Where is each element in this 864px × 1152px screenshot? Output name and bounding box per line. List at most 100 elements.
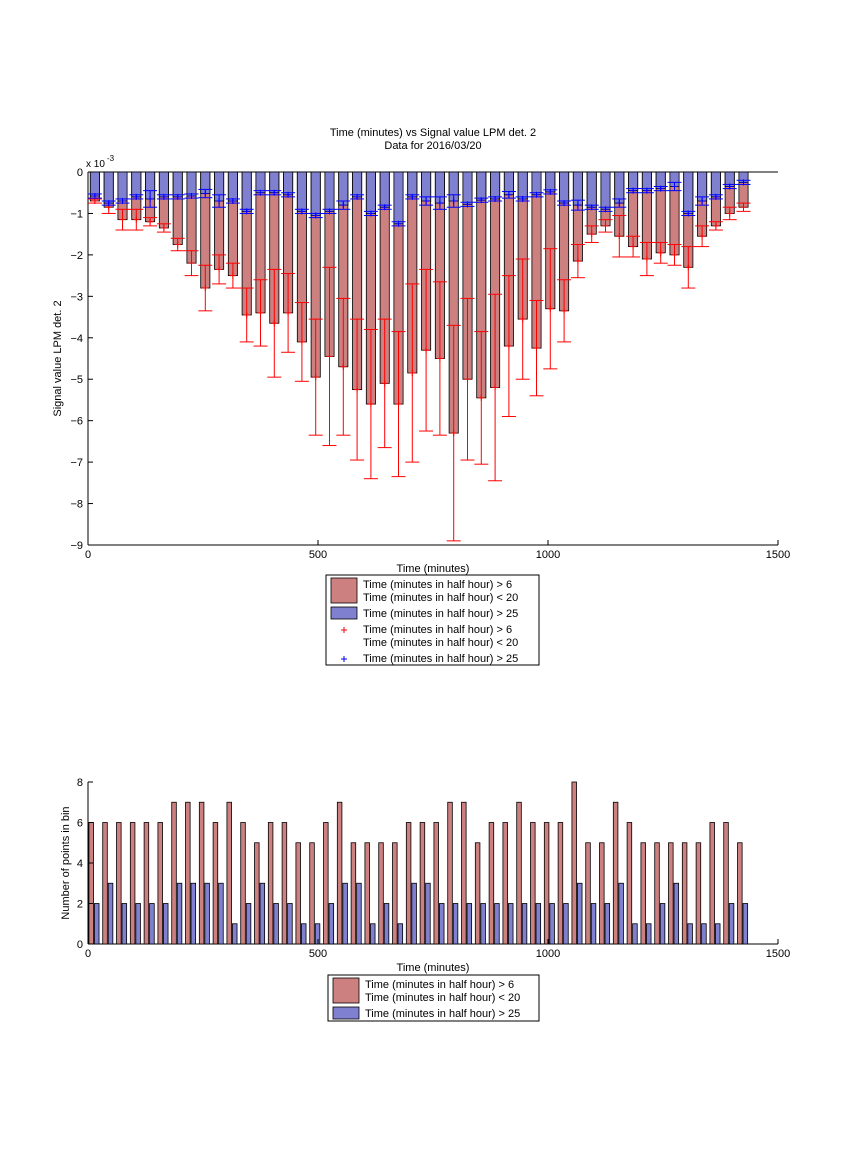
bar-series-b (397, 923, 404, 945)
x-tick-label: 500 (309, 948, 327, 960)
data-point-marker (450, 198, 457, 205)
legend-label: Time (minutes in half hour) > 6 (363, 579, 512, 591)
data-point-marker (202, 285, 209, 292)
bar-series-a (612, 801, 619, 945)
data-point-marker (643, 187, 650, 194)
bar-series-b (301, 923, 307, 945)
bar-series-a (323, 822, 329, 945)
bar-series-a (336, 801, 343, 945)
data-point-marker (147, 195, 154, 202)
y-multiplier: x 10 -3 (86, 154, 115, 170)
data-point-marker (160, 193, 167, 200)
bar-series-b (535, 903, 542, 945)
data-point-marker (505, 343, 512, 350)
bar-series-a (654, 842, 660, 945)
bar-series-b (425, 882, 431, 945)
bar-series-b (287, 903, 293, 945)
data-point-marker (464, 201, 471, 208)
data-point-marker (174, 193, 181, 200)
bar-series-b (365, 171, 376, 214)
legend-label: Time (minutes in half hour) > 6 (363, 624, 512, 636)
data-point-marker (561, 200, 568, 207)
data-point-marker (119, 216, 126, 223)
bar-series-b (204, 882, 210, 945)
data-point-marker (105, 200, 112, 207)
x-tick-label: 1500 (766, 948, 790, 960)
data-point-marker (409, 193, 416, 200)
bar-series-b (163, 903, 169, 945)
bar-series-a (474, 842, 481, 945)
data-point-marker (492, 384, 499, 391)
data-point-marker (588, 204, 595, 211)
bar-series-b (186, 171, 197, 197)
bar-series-b (259, 882, 266, 945)
y-tick-label: 0 (77, 167, 83, 179)
data-point-marker (91, 193, 98, 200)
bar-series-a (640, 842, 646, 945)
data-point-marker (602, 222, 609, 229)
data-point-marker (409, 370, 416, 377)
legend-label: Time (minutes in half hour) > 6 (365, 979, 514, 991)
data-point-marker (216, 198, 223, 205)
bar-series-b (273, 903, 279, 945)
x-tick-label: 500 (309, 549, 327, 561)
data-point-marker (298, 338, 305, 345)
bar-series-b (328, 903, 335, 945)
bar-series-b (227, 171, 238, 202)
bar-series-a (681, 842, 688, 945)
data-point-marker (147, 218, 154, 225)
legend-label: Time (minutes in half hour) > 25 (363, 608, 518, 620)
bar-series-b (245, 903, 252, 945)
bar-series-b (103, 171, 114, 204)
legend-box (325, 574, 540, 666)
bar-series-b (466, 903, 473, 945)
bar-series-b (632, 923, 638, 945)
bar-series-a (557, 822, 564, 945)
bar-series-b (494, 903, 500, 945)
data-point-marker (616, 200, 623, 207)
x-axis-label: Time (minutes) (397, 962, 470, 974)
bar-series-a (212, 822, 219, 945)
data-point-marker (188, 193, 195, 200)
data-point-marker (271, 189, 278, 196)
legend-label: Time (minutes in half hour) < 20 (363, 592, 518, 604)
bar-series-b (590, 903, 597, 945)
bar-series-a (668, 842, 674, 945)
bar-series-b (190, 882, 197, 945)
data-point-marker (229, 198, 236, 205)
bar-series-b (508, 903, 514, 945)
chart-subtitle: Data for 2016/03/20 (384, 140, 481, 152)
x-axis-label: Time (minutes) (397, 563, 470, 575)
data-point-marker (657, 185, 664, 192)
data-point-marker (505, 191, 512, 198)
bar-series-b (742, 903, 749, 945)
x-tick-label: 1000 (536, 948, 560, 960)
bar-series-b (411, 882, 417, 945)
data-point-marker (574, 202, 581, 209)
data-point-marker (492, 195, 499, 202)
data-point-marker (740, 204, 747, 211)
data-point-marker (202, 190, 209, 197)
bar-series-a (198, 801, 205, 945)
bar-series-b (269, 171, 280, 194)
bar-series-b (710, 171, 721, 198)
data-point-marker (616, 233, 623, 240)
data-point-marker (174, 241, 181, 248)
data-point-marker (216, 266, 223, 273)
data-point-marker (381, 380, 388, 387)
chart-title: Time (minutes) vs Signal value LPM det. … (330, 127, 536, 139)
bar-series-a (447, 801, 453, 945)
legend-marker (341, 656, 347, 662)
bar-series-b (338, 171, 349, 206)
data-point-marker (243, 311, 250, 318)
data-point-marker (574, 258, 581, 265)
bar-series-a (116, 822, 122, 945)
bar-series-b (241, 171, 252, 212)
bar-series-a (419, 822, 426, 945)
data-point-marker (478, 394, 485, 401)
bar-series-a (571, 781, 577, 945)
bar-series-b (117, 171, 128, 202)
y-tick-label: 4 (77, 858, 83, 870)
data-point-marker (326, 208, 333, 215)
